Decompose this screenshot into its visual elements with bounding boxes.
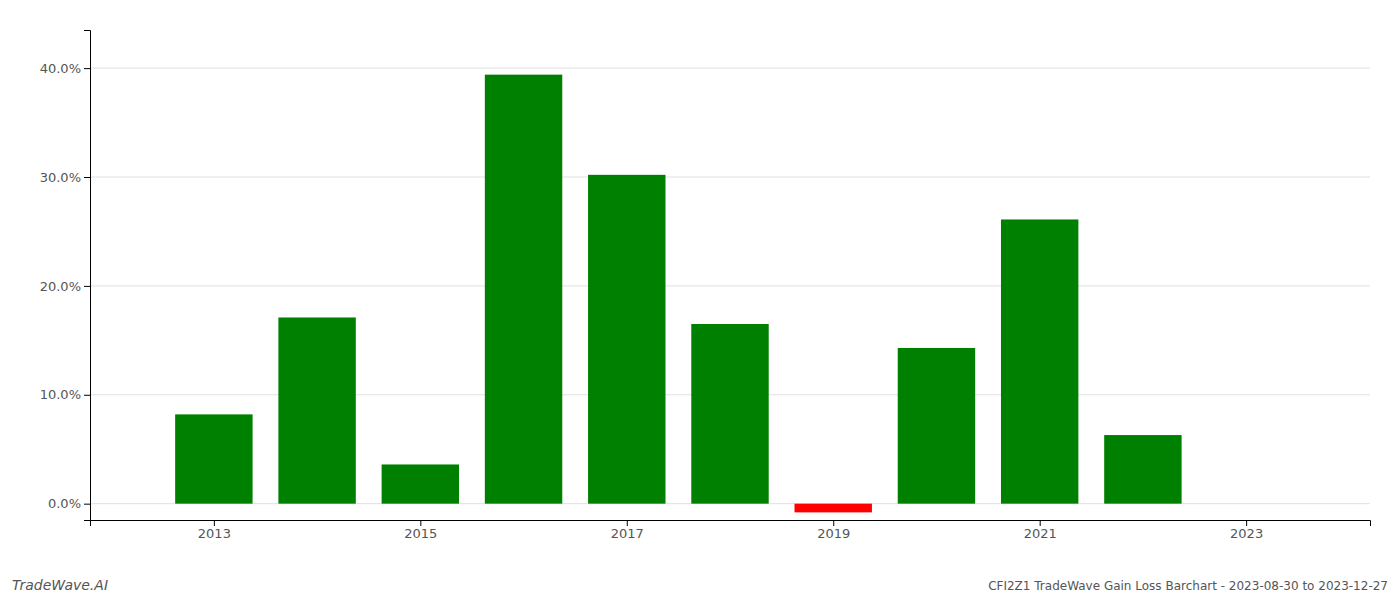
bar [795,504,872,513]
tick-mark [84,504,90,505]
tick-mark [1040,520,1041,526]
tick: 10.0% [40,387,90,402]
bar [485,75,562,504]
tick-label: 40.0% [40,61,81,76]
tick-label: 2013 [198,526,231,541]
tick-label: 30.0% [40,170,81,185]
tick-mark [1246,520,1247,526]
tick: 2013 [198,520,231,541]
tick-label: 20.0% [40,279,81,294]
grid [90,68,1370,504]
bars [175,75,1181,513]
grid-line [90,177,1370,178]
tick: 2017 [611,520,644,541]
tick: 2015 [404,520,437,541]
tick-label: 2019 [817,526,850,541]
tick: 20.0% [40,279,90,294]
tick-label: 2017 [611,526,644,541]
tick-mark [833,520,834,526]
tick-label: 0.0% [48,496,81,511]
tick-mark [627,520,628,526]
grid-line [90,68,1370,69]
axis-line [91,521,1371,527]
bar [278,317,355,503]
tick-mark [84,395,90,396]
tick-label: 2015 [404,526,437,541]
tick: 2019 [817,520,850,541]
chart: 0.0% 10.0% 20.0% 30.0% 40.0% 2013 2015 2017 2019… [0,0,1400,600]
axis-line [84,31,91,521]
bar [588,175,665,504]
bar [898,348,975,504]
tick: 2023 [1230,520,1263,541]
tick-mark [214,520,215,526]
tick: 30.0% [40,170,90,185]
y-axis: 0.0% 10.0% 20.0% 30.0% 40.0% [40,31,91,521]
tick-label: 2021 [1024,526,1057,541]
bar [1104,435,1181,504]
bar [1001,219,1078,503]
tick-mark [84,286,90,287]
tick-mark [84,68,90,69]
x-axis: 2013 2015 2017 2019 2021 2023 [91,520,1371,541]
tick-label: 10.0% [40,387,81,402]
tick-mark [84,177,90,178]
tick: 0.0% [48,496,90,511]
grid-line [90,285,1370,286]
bar [382,464,459,503]
tick-label: 2023 [1230,526,1263,541]
annotation: TradeWave.AI [12,577,108,593]
bar [175,414,252,503]
title: CFI2Z1 TradeWave Gain Loss Barchart - 20… [988,579,1388,593]
tick-mark [420,520,421,526]
tick: 40.0% [40,61,90,76]
tick: 2021 [1024,520,1057,541]
bar [691,324,768,504]
